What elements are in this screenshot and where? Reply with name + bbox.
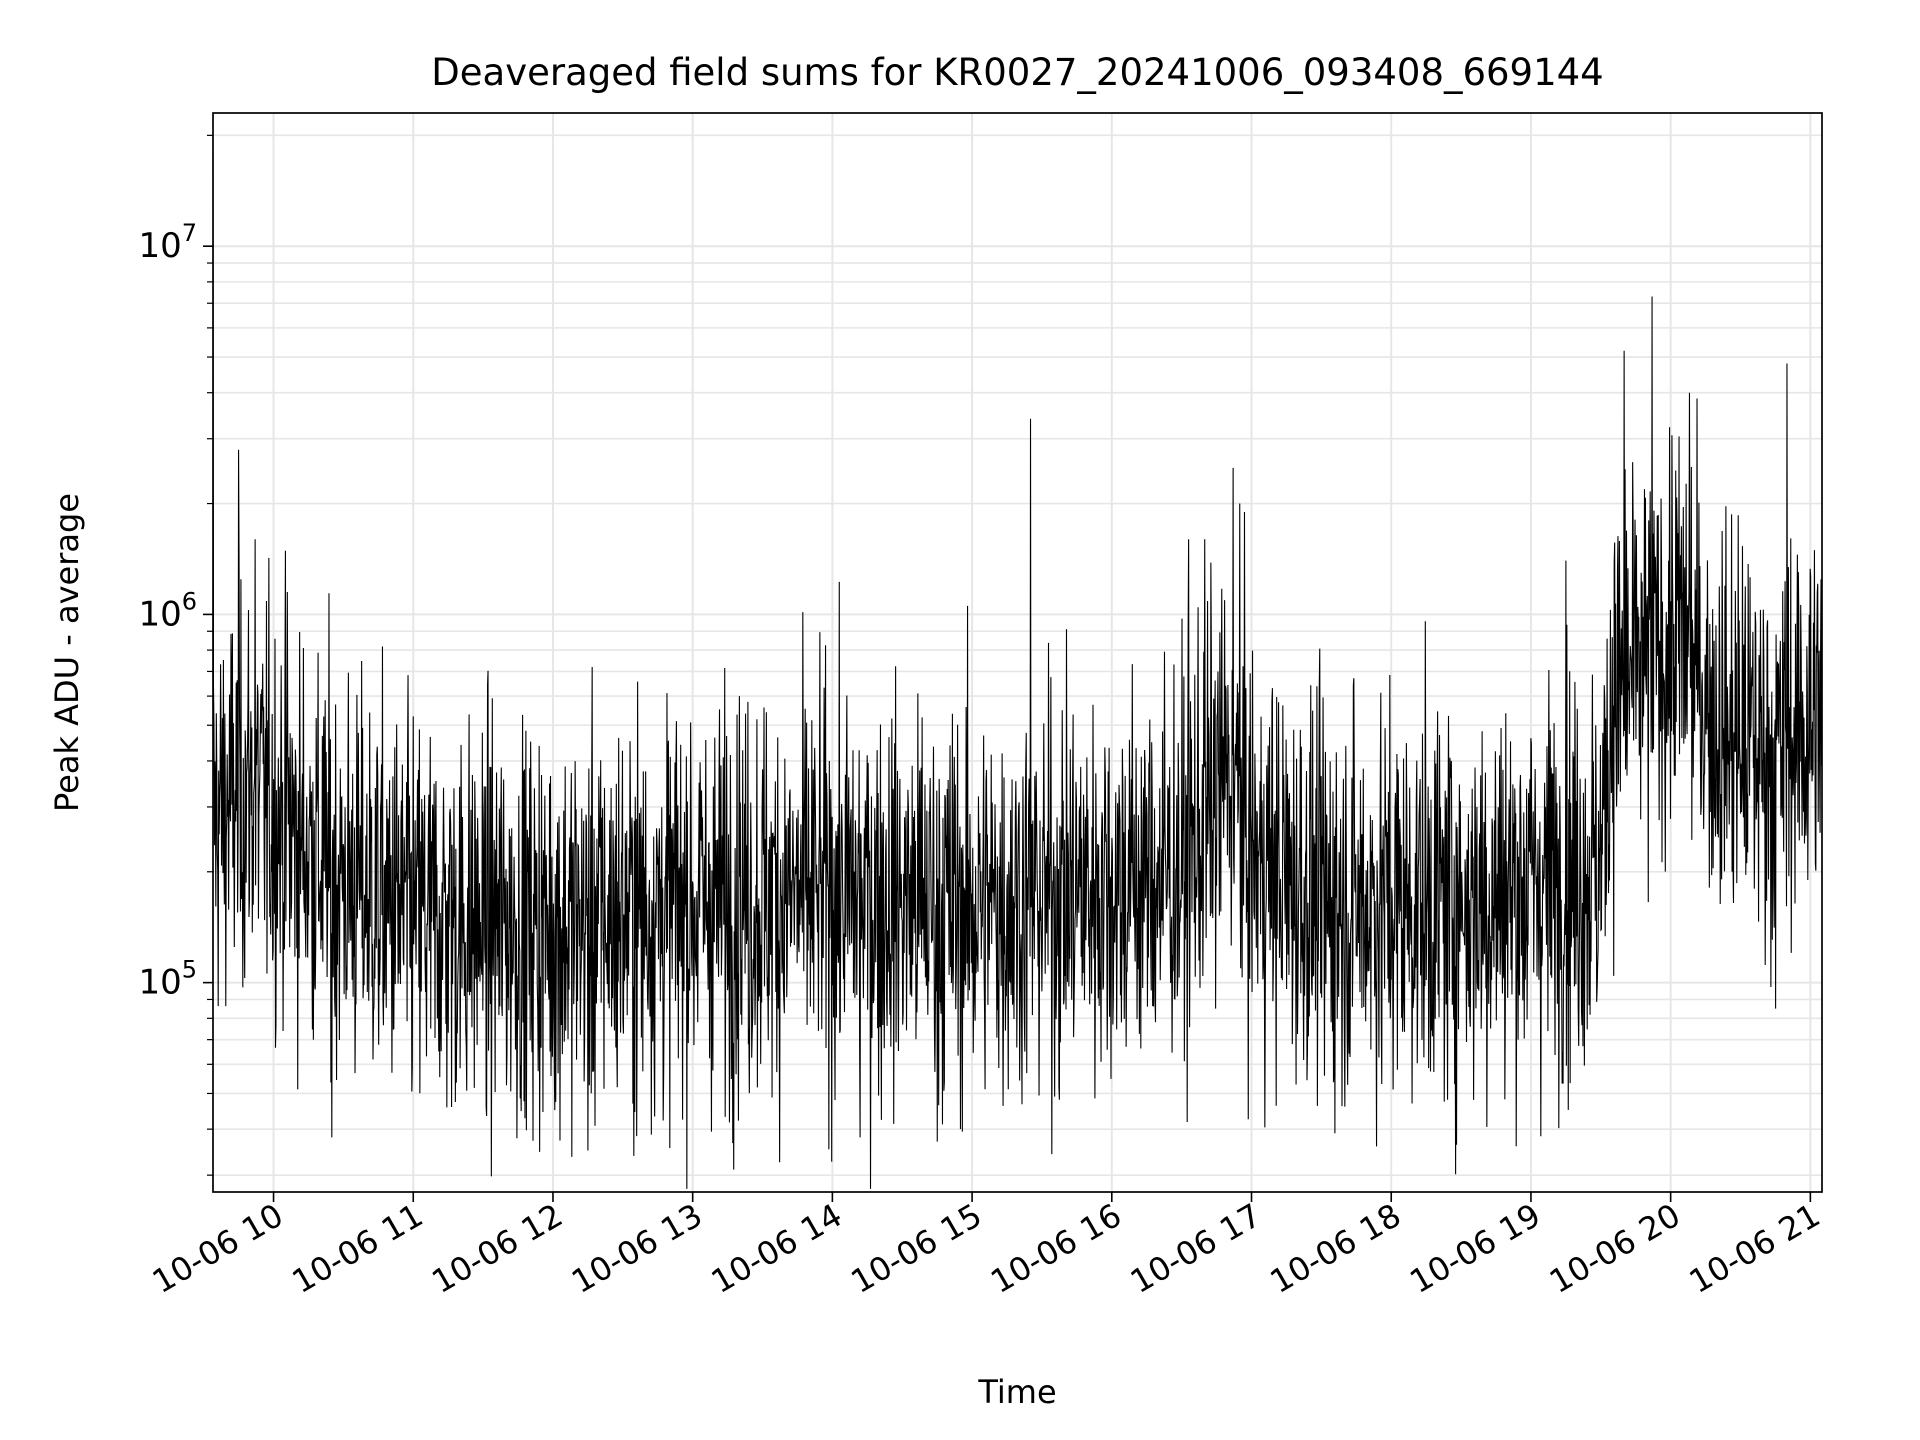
y-tick-label: 107	[138, 219, 197, 266]
y-tick-label: 105	[138, 956, 197, 1003]
series-polyline	[212, 152, 1823, 1189]
y-tick-exponent: 5	[182, 956, 197, 984]
y-tick-base: 10	[138, 594, 181, 634]
x-axis-label: Time	[977, 1373, 1056, 1411]
y-tick-exponent: 7	[182, 219, 197, 247]
chart-title: Deaveraged field sums for KR0027_2024100…	[431, 51, 1603, 94]
y-tick-exponent: 6	[182, 587, 197, 615]
y-tick-base: 10	[138, 226, 181, 266]
y-axis-label: Peak ADU - average	[48, 493, 86, 812]
series-line	[212, 152, 1823, 1189]
plot-frame	[212, 112, 1823, 1193]
y-tick-label: 106	[138, 587, 197, 634]
y-tick-base: 10	[138, 963, 181, 1003]
